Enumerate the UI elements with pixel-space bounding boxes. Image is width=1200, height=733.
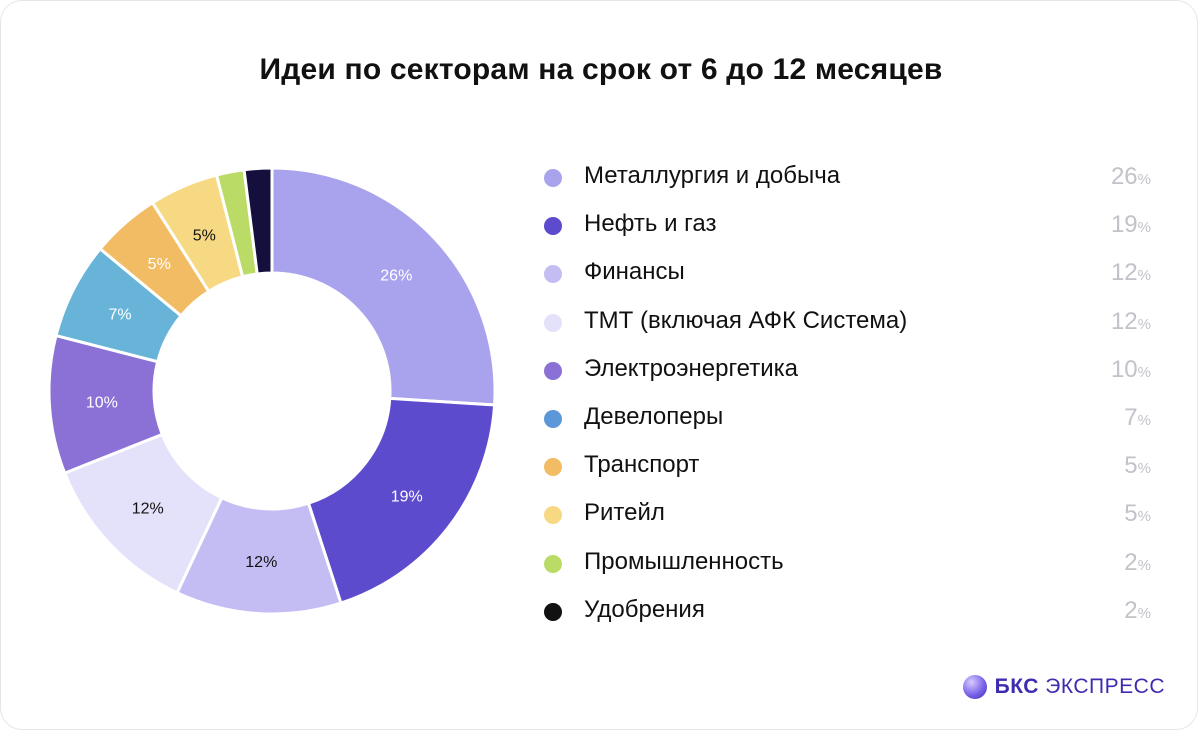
legend-label: Удобрения: [584, 595, 705, 623]
brand-name-rest: ЭКСПРЕСС: [1045, 675, 1165, 698]
brand-logo: БКС ЭКСПРЕСС: [962, 675, 1165, 699]
slice-1: [270, 166, 497, 407]
legend-label: Промышленность: [584, 547, 784, 575]
legend-value: 2%: [1124, 548, 1151, 576]
slice-label-8: 5%: [193, 228, 216, 245]
legend-label: Девелоперы: [584, 402, 724, 430]
legend-item: Транспорт 5%: [544, 442, 1151, 490]
slice-label-4: 12%: [132, 501, 164, 518]
legend-item: Электроэнергетика 10%: [544, 346, 1151, 394]
legend-dot-icon: [544, 409, 562, 428]
slice-label-3: 12%: [245, 554, 277, 571]
legend-item: Ритейл 5%: [544, 490, 1151, 538]
chart-legend: Металлургия и добыча 26% Нефть и газ 19% Фин…: [544, 153, 1151, 635]
legend-item: Девелоперы 7%: [544, 394, 1151, 442]
legend-label: Нефть и газ: [584, 210, 717, 238]
legend-value: 12%: [1110, 259, 1151, 287]
legend-label: Металлургия и добыча: [584, 162, 841, 189]
legend-label: Транспорт: [584, 451, 700, 479]
brand-name: БКС ЭКСПРЕСС: [995, 675, 1165, 699]
slice-label-5: 10%: [86, 395, 118, 412]
legend-dot-icon: [544, 458, 562, 477]
brand-name-bold: БКС: [994, 675, 1039, 698]
legend-label: Финансы: [584, 258, 685, 286]
legend-value: 7%: [1124, 403, 1151, 431]
legend-dot-icon: [544, 265, 562, 284]
legend-value: 12%: [1110, 307, 1151, 335]
legend-label: ТМТ (включая АФК Система): [584, 306, 908, 334]
slice-2: [306, 396, 497, 605]
legend-item: Промышленность 2%: [544, 539, 1151, 587]
legend-item: Нефть и газ 19%: [544, 201, 1151, 249]
legend-value: 19%: [1110, 211, 1151, 239]
legend-dot-icon: [544, 554, 562, 573]
slice-label-2: 19%: [391, 489, 423, 506]
legend-item: Металлургия и добыча 26%: [544, 153, 1151, 201]
legend-item: Финансы 12%: [544, 249, 1151, 297]
legend-dot-icon: [544, 602, 562, 621]
chart-title: Идеи по секторам на срок от 6 до 12 меся…: [259, 53, 943, 86]
legend-value: 26%: [1110, 163, 1151, 190]
bks-logo-icon: [962, 675, 987, 699]
slice-label-7: 5%: [148, 256, 171, 273]
legend-item: Удобрения 2%: [544, 587, 1151, 635]
legend-label: Ритейл: [584, 499, 665, 527]
legend-dot-icon: [544, 313, 562, 332]
legend-value: 5%: [1124, 500, 1151, 528]
legend-dot-icon: [544, 217, 562, 236]
legend-value: 5%: [1124, 452, 1151, 480]
legend-dot-icon: [544, 506, 562, 525]
slice-label-6: 7%: [109, 307, 132, 324]
legend-label: Электроэнергетика: [584, 354, 799, 382]
legend-dot-icon: [544, 361, 562, 380]
legend-value: 2%: [1124, 596, 1151, 624]
legend-dot-icon: [544, 169, 562, 187]
slice-label-1: 26%: [380, 267, 412, 284]
legend-item: ТМТ (включая АФК Система) 12%: [544, 298, 1151, 346]
legend-value: 10%: [1110, 355, 1151, 383]
slice-10: [242, 166, 274, 276]
